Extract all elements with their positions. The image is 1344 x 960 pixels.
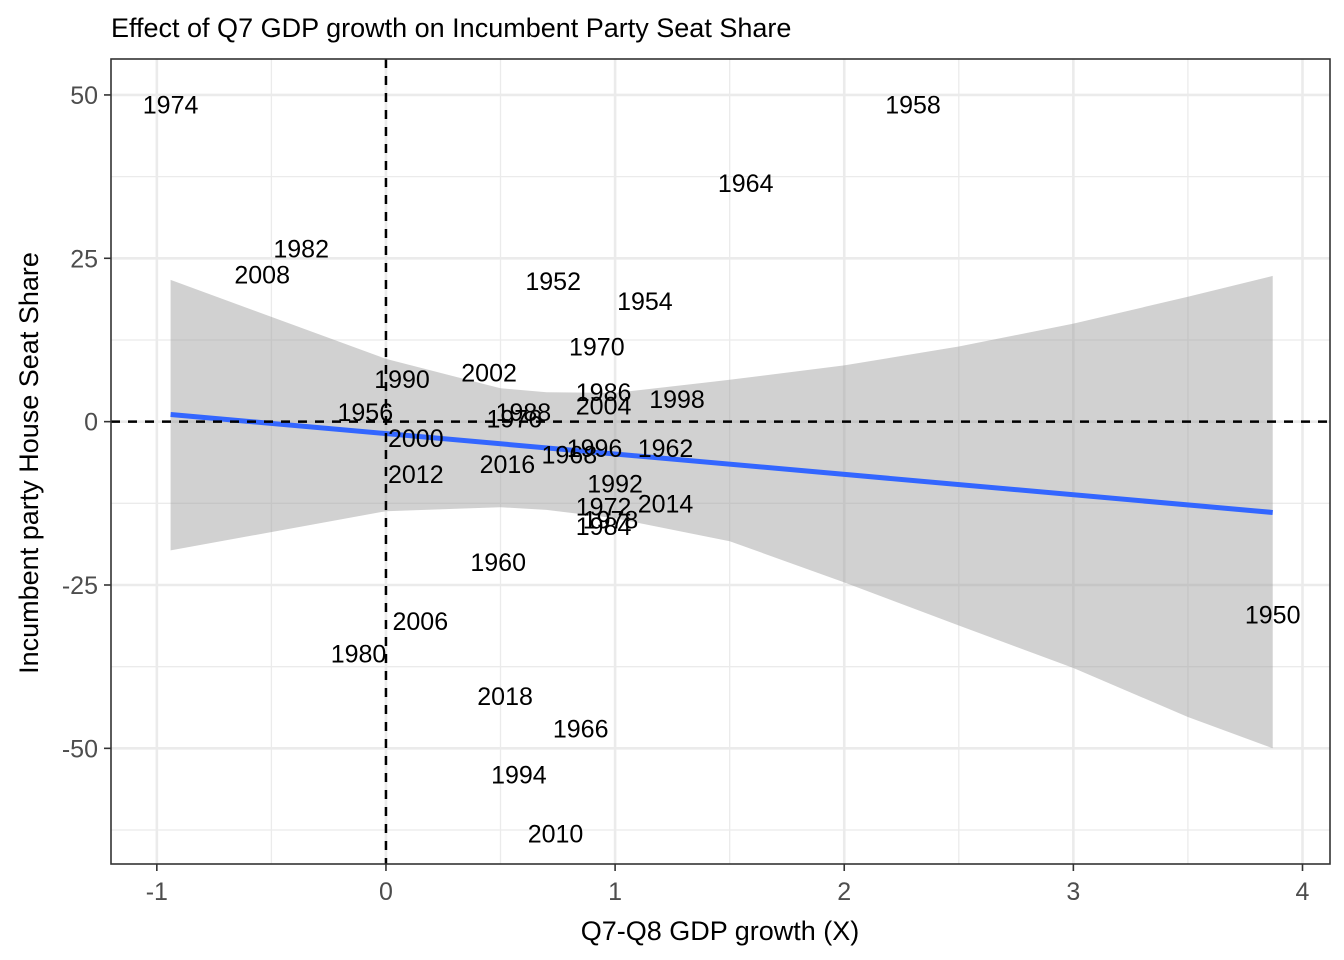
y-tick-label: -50 xyxy=(62,735,98,763)
point-label-1976: 1976 xyxy=(486,405,542,433)
point-label-2002: 2002 xyxy=(461,360,517,388)
point-label-2014: 2014 xyxy=(638,490,694,518)
point-label-1994: 1994 xyxy=(491,762,547,790)
point-label-1972: 1972 xyxy=(576,494,632,522)
point-label-1968: 1968 xyxy=(541,441,597,469)
x-tick-label: 0 xyxy=(379,878,393,906)
point-label-1952: 1952 xyxy=(525,268,581,296)
point-label-1954: 1954 xyxy=(617,288,673,316)
x-tick-label: 4 xyxy=(1296,878,1310,906)
point-label-1986: 1986 xyxy=(576,379,632,407)
point-label-1992: 1992 xyxy=(587,471,643,499)
point-label-1988: 1988 xyxy=(496,399,552,427)
point-label-2012: 2012 xyxy=(388,461,444,489)
point-label-2004: 2004 xyxy=(576,392,632,420)
x-tick-label: 3 xyxy=(1066,878,1080,906)
point-label-1966: 1966 xyxy=(553,716,609,744)
point-label-2000: 2000 xyxy=(388,425,444,453)
x-tick-label: 1 xyxy=(608,878,622,906)
point-label-1978: 1978 xyxy=(583,507,639,535)
point-label-1980: 1980 xyxy=(331,641,387,669)
point-label-2006: 2006 xyxy=(392,608,448,636)
point-label-1984: 1984 xyxy=(576,513,632,541)
y-axis-title: Incumbent party House Seat Share xyxy=(14,252,44,674)
y-tick-label: 25 xyxy=(70,245,98,273)
point-label-1982: 1982 xyxy=(273,236,329,264)
y-tick-label: -25 xyxy=(62,572,98,600)
point-label-2010: 2010 xyxy=(528,820,584,848)
regression-line xyxy=(170,411,1273,515)
panel-border xyxy=(110,58,1331,865)
point-label-1950: 1950 xyxy=(1245,601,1301,629)
point-label-1990: 1990 xyxy=(374,366,430,394)
x-tick-label: -1 xyxy=(146,878,168,906)
point-label-2008: 2008 xyxy=(234,262,290,290)
point-label-1974: 1974 xyxy=(143,92,199,120)
point-label-1996: 1996 xyxy=(567,435,623,463)
point-label-1956: 1956 xyxy=(337,399,393,427)
y-tick-label: 50 xyxy=(70,82,98,110)
point-label-2016: 2016 xyxy=(480,451,536,479)
x-tick-label: 2 xyxy=(837,878,851,906)
point-label-1964: 1964 xyxy=(718,170,774,198)
point-label-1970: 1970 xyxy=(569,334,625,362)
point-label-2018: 2018 xyxy=(477,683,533,711)
point-label-1998: 1998 xyxy=(649,386,705,414)
point-label-1962: 1962 xyxy=(638,435,694,463)
chart-title: Effect of Q7 GDP growth on Incumbent Par… xyxy=(111,13,791,43)
x-axis-title: Q7-Q8 GDP growth (X) xyxy=(581,916,860,946)
point-label-1960: 1960 xyxy=(470,549,526,577)
confidence-band xyxy=(170,275,1273,749)
point-label-1958: 1958 xyxy=(885,92,941,120)
y-tick-label: 0 xyxy=(84,409,98,437)
